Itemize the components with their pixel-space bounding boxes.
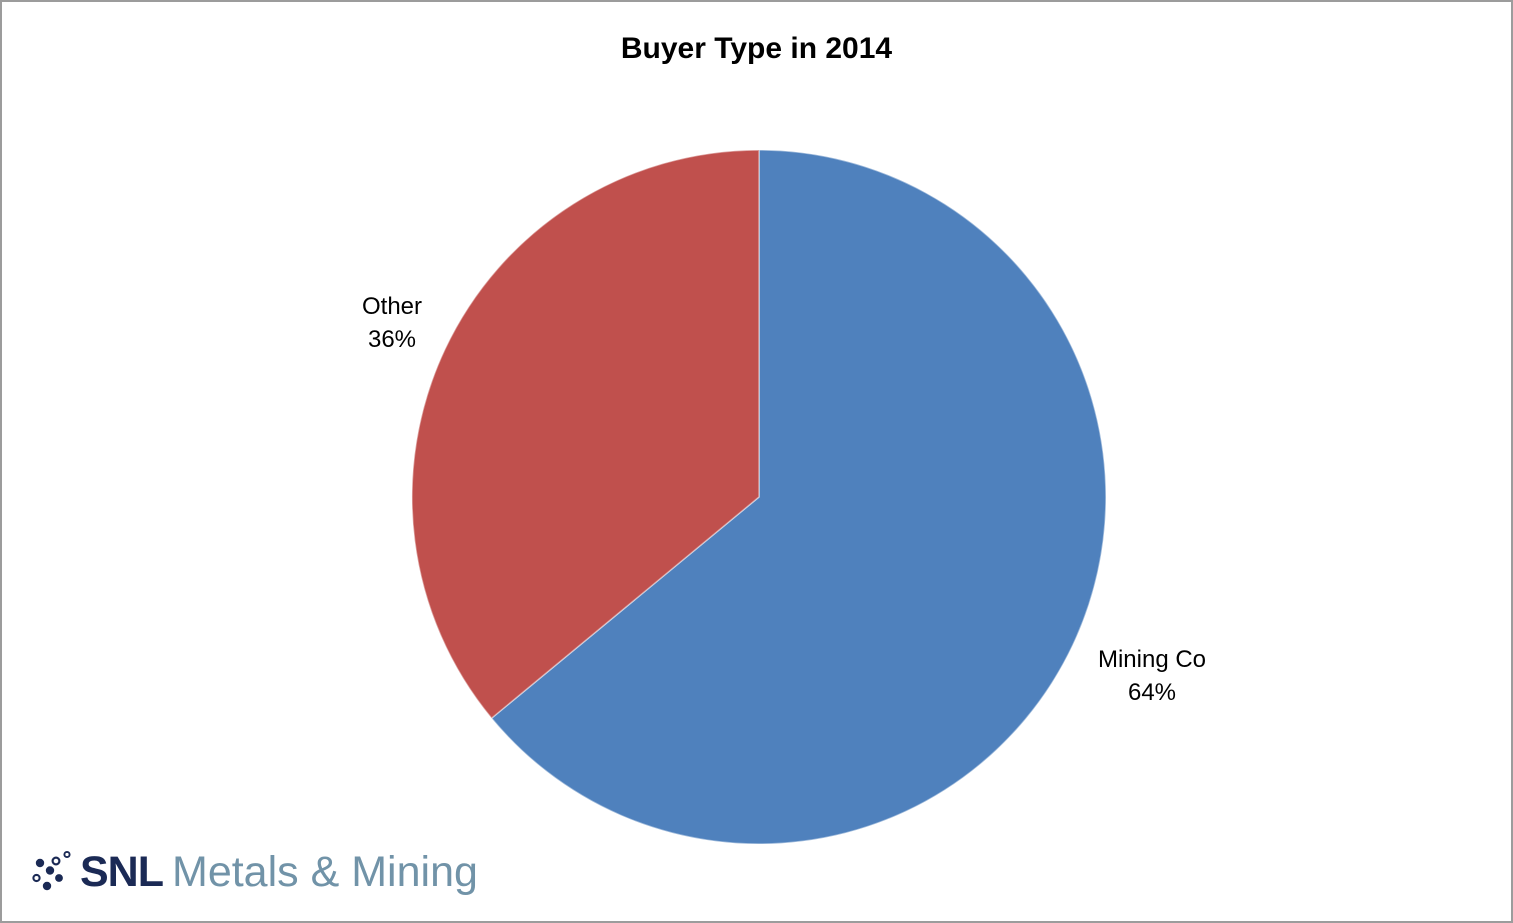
chart-title: Buyer Type in 2014 <box>620 32 893 65</box>
slice-label-percent: 36% <box>367 326 417 353</box>
pie-slice-other <box>411 149 760 719</box>
pie-slice-mining-co <box>490 149 1107 845</box>
slice-label-name: Other <box>361 293 423 320</box>
slice-label-other: Other 36% <box>362 290 422 356</box>
logo-suffix-text: Metals & Mining <box>172 848 478 896</box>
slice-label-mining-co: Mining Co 64% <box>1098 643 1206 709</box>
slice-label-percent: 64% <box>1127 679 1177 706</box>
snl-metals-mining-logo: SNL Metals & Mining <box>24 843 478 901</box>
snl-dots-icon <box>32 850 71 891</box>
slice-label-name: Mining Co <box>1097 646 1207 673</box>
logo-snl-text: SNL <box>80 848 164 896</box>
